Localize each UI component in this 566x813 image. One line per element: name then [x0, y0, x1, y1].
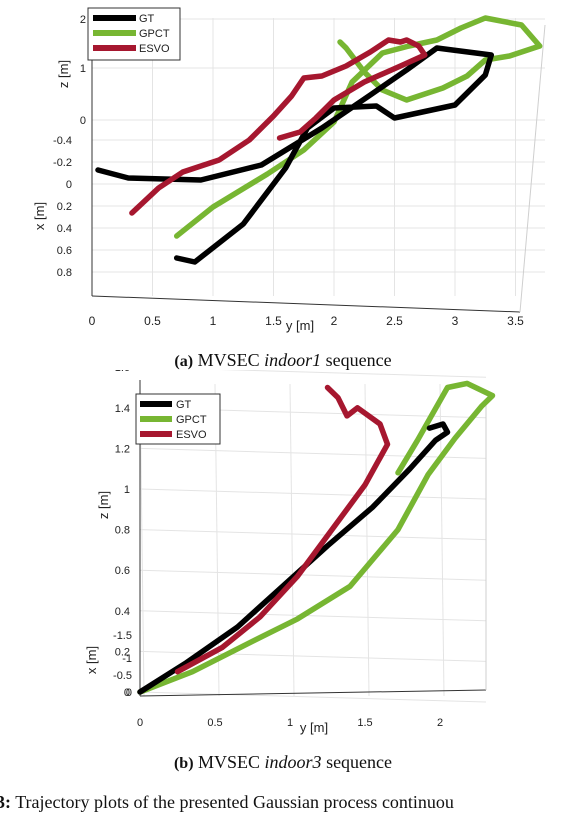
legend: GT GPCT ESVO	[87, 7, 181, 61]
tick-label-x-0: 0	[66, 179, 72, 191]
axis-right	[519, 24, 546, 313]
figure-caption-label: 3:	[0, 792, 11, 812]
axis-label-z: z [m]	[56, 60, 71, 88]
tick-label-z-0: 0	[124, 687, 130, 699]
figure-caption-text: Trajectory plots of the presented Gaussi…	[15, 792, 454, 812]
trajectory-esvo	[174, 384, 391, 675]
caption-pre-a: MVSEC	[197, 350, 260, 370]
grid-line-z	[139, 691, 487, 703]
tick-label-y-0-5: 0.5	[144, 314, 161, 328]
tick-label-y-3-5: 3.5	[507, 314, 524, 328]
grid-line-y	[364, 383, 370, 697]
tick-label-z-0-6: 0.6	[115, 565, 130, 577]
tick-label-z-2: 2	[80, 14, 86, 26]
tick-label-y-0: 0	[89, 314, 96, 328]
chart-indoor3-svg: 0 0.5 1 1.5 2 0 0.2 0.4 0.6 0.8 1 1.2 1.4 1.6 -1.5 -1 -0…	[84, 370, 496, 735]
tick-label-x--1-5: -1.5	[113, 630, 132, 642]
trajectories	[137, 380, 496, 695]
tick-label-y-2: 2	[331, 314, 338, 328]
tick-label-z-1: 1	[80, 63, 86, 75]
tick-label-z-1-4: 1.4	[115, 403, 130, 415]
trajectory-gpct	[137, 380, 496, 695]
tick-label-x--0-4: -0.4	[53, 135, 72, 147]
grid-line-z	[139, 447, 487, 459]
chart-indoor1: 0 0.5 1 1.5 2 2.5 3 3.5 -0.4 -0.2 0 0.2 0.4 0.6 0.8 0 1 2…	[0, 0, 566, 345]
tick-label-x--0-5: -0.5	[113, 670, 132, 682]
tick-label-y-1: 1	[287, 717, 293, 729]
axis-label-y: y [m]	[300, 720, 328, 735]
chart-indoor1-svg: 0 0.5 1 1.5 2 2.5 3 3.5 -0.4 -0.2 0 0.2 0.4 0.6 0.8 0 1 2…	[32, 7, 546, 333]
tick-label-z-0-8: 0.8	[115, 525, 130, 537]
figure-caption: 3: Trajectory plots of the presented Gau…	[0, 792, 454, 813]
grid-line-z	[139, 529, 487, 541]
trajectories	[95, 15, 543, 265]
subfigure-caption-b: (b) MVSEC indoor3 sequence	[0, 752, 566, 773]
caption-post-a: sequence	[325, 350, 392, 370]
tick-labels: 0 0.5 1 1.5 2 0 0.2 0.4 0.6 0.8 1 1.2 1.4 1.6 -1.5 -1 -0…	[84, 370, 443, 735]
axis-label-z: z [m]	[96, 491, 111, 519]
tick-label-y-0-5: 0.5	[207, 717, 222, 729]
grid-line-z	[139, 488, 487, 500]
trajectory-esvo	[129, 37, 428, 216]
axis-label-y: y [m]	[286, 318, 314, 333]
tick-label-y-1-5: 1.5	[357, 717, 372, 729]
subfigure-caption-a: (a) MVSEC indoor1 sequence	[0, 350, 566, 371]
tick-label-x-0: 0	[126, 687, 132, 699]
tick-label-x-0-2: 0.2	[57, 201, 72, 213]
tick-label-y-2: 2	[437, 717, 443, 729]
legend-label-gt: GT	[176, 399, 192, 411]
caption-sequence-b: indoor3	[264, 752, 322, 772]
tick-labels: 0 0.5 1 1.5 2 2.5 3 3.5 -0.4 -0.2 0 0.2 0.4 0.6 0.8 0 1 2…	[32, 14, 524, 333]
tick-label-x--0-2: -0.2	[53, 157, 72, 169]
grid-line-y	[439, 383, 445, 697]
tick-label-x-0-4: 0.4	[57, 223, 72, 235]
trajectory-gt	[137, 421, 451, 695]
tick-label-z-0-4: 0.4	[115, 606, 130, 618]
axis-label-x: x [m]	[32, 202, 47, 230]
legend-label-esvo: ESVO	[176, 429, 207, 441]
trajectory-gpct	[173, 15, 543, 239]
tick-label-z-1: 1	[124, 484, 130, 496]
legend: GT GPCT ESVO	[135, 393, 221, 445]
caption-label-b: (b)	[173, 755, 194, 772]
grid-line-z	[139, 610, 487, 622]
tick-label-y-3: 3	[452, 314, 459, 328]
caption-label-a: (a)	[174, 353, 194, 370]
legend-label-gpct: GPCT	[176, 414, 207, 426]
caption-pre-b: MVSEC	[198, 752, 261, 772]
tick-label-y-1-5: 1.5	[265, 314, 282, 328]
axis-bottom	[139, 689, 487, 697]
caption-post-b: sequence	[326, 752, 393, 772]
tick-label-z-1-6: 1.6	[115, 370, 130, 374]
tick-label-z-0: 0	[80, 115, 86, 127]
tick-label-z-0-2: 0.2	[115, 646, 130, 658]
tick-label-z-1-2: 1.2	[115, 443, 130, 455]
grid-line-z	[139, 569, 487, 581]
legend-label-esvo: ESVO	[139, 43, 170, 55]
tick-label-x--1: -1	[122, 653, 132, 665]
tick-label-y-0: 0	[137, 717, 143, 729]
tick-label-x-0-8: 0.8	[57, 267, 72, 279]
caption-sequence-a: indoor1	[264, 350, 322, 370]
grid-line-y	[289, 383, 295, 697]
tick-label-x-0-6: 0.6	[57, 245, 72, 257]
legend-label-gpct: GPCT	[139, 28, 170, 40]
tick-label-y-2-5: 2.5	[386, 314, 403, 328]
chart-indoor3: 0 0.5 1 1.5 2 0 0.2 0.4 0.6 0.8 1 1.2 1.4 1.6 -1.5 -1 -0…	[0, 370, 566, 745]
trajectory-gt	[95, 45, 495, 265]
grid-line-z	[219, 370, 487, 378]
axis-bottom	[91, 295, 521, 313]
legend-label-gt: GT	[139, 13, 155, 25]
tick-label-y-1: 1	[210, 314, 217, 328]
axis-label-x: x [m]	[84, 646, 99, 674]
